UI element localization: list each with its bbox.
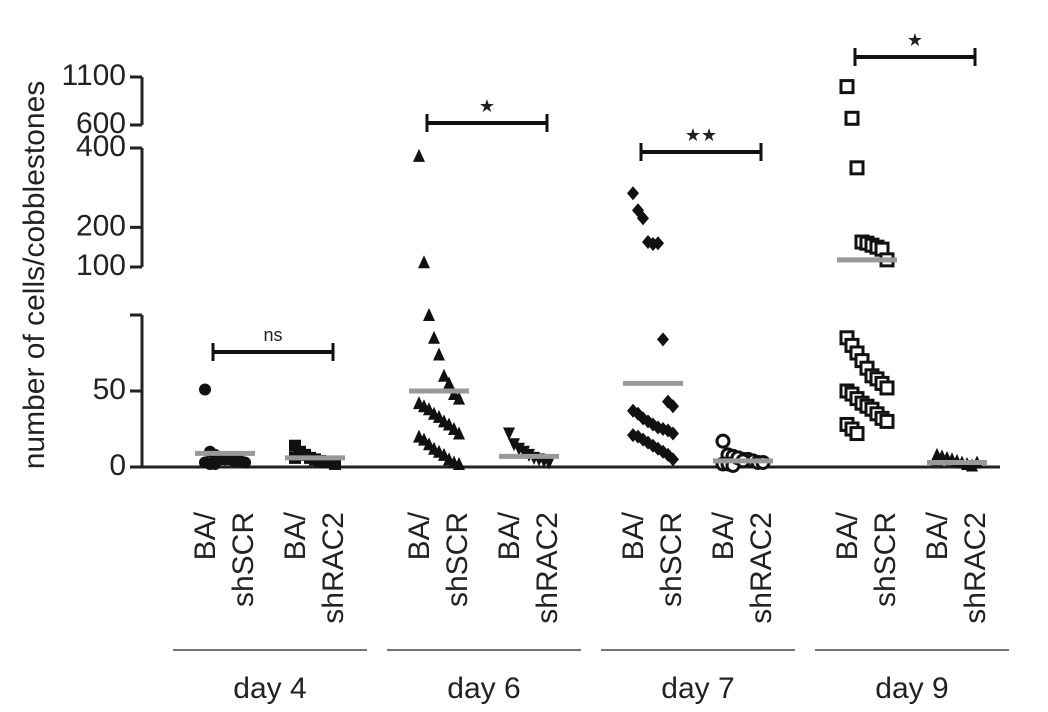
x-tick-label: shRAC2 <box>531 512 564 624</box>
dot <box>453 391 465 405</box>
dot <box>329 457 341 470</box>
dot <box>453 456 465 470</box>
x-tick-label: BA/ <box>493 511 526 560</box>
x-tick-label: BA/ <box>707 511 740 560</box>
x-tick-label: shSCR <box>227 512 260 607</box>
x-tick-label: BA/ <box>189 511 222 560</box>
dot <box>438 368 450 382</box>
significance-label: ★★ <box>685 125 717 145</box>
dot <box>667 426 679 441</box>
y-tick-label: 1100 <box>61 59 126 92</box>
group-label: day 6 <box>447 672 520 705</box>
y-tick-label: 600 <box>76 107 126 140</box>
significance-label: ★ <box>907 30 923 50</box>
dot <box>715 433 731 449</box>
group-label: day 9 <box>875 672 948 705</box>
dot <box>627 186 639 201</box>
dot <box>503 427 515 441</box>
x-tick-label: shSCR <box>655 512 688 607</box>
x-tick-label: BA/ <box>831 511 864 560</box>
dot <box>652 236 664 251</box>
dot <box>667 452 679 467</box>
group-label: day 4 <box>233 672 306 705</box>
y-tick-label: 400 <box>76 130 126 163</box>
y-tick-label: 50 <box>93 373 126 406</box>
dot <box>879 413 895 429</box>
significance-label: ★ <box>479 96 495 116</box>
dot <box>657 332 669 347</box>
dot <box>839 79 855 95</box>
x-tick-label: shRAC2 <box>959 512 992 624</box>
dot <box>849 426 865 442</box>
dot <box>433 347 445 361</box>
dot <box>879 380 895 396</box>
dot <box>637 211 649 226</box>
dot <box>413 148 425 162</box>
x-tick-label: shSCR <box>441 512 474 607</box>
y-tick-label: 0 <box>109 449 126 482</box>
x-tick-label: shSCR <box>869 512 902 607</box>
x-tick-label: shRAC2 <box>317 512 350 624</box>
dot <box>423 308 435 321</box>
dot <box>428 330 440 344</box>
dot <box>543 456 555 470</box>
y-tick-label: 200 <box>76 209 126 242</box>
y-axis-label: number of cells/cobblestones <box>18 81 51 470</box>
dot <box>667 399 679 414</box>
x-tick-label: shRAC2 <box>745 512 778 624</box>
significance-label: ns <box>263 325 282 345</box>
group-label: day 7 <box>661 672 734 705</box>
x-tick-label: BA/ <box>921 511 954 560</box>
x-tick-label: BA/ <box>617 511 650 560</box>
x-tick-label: BA/ <box>279 511 312 560</box>
dot <box>453 426 465 440</box>
dot <box>239 456 251 469</box>
dot <box>844 110 860 126</box>
dot <box>418 255 430 269</box>
y-tick-label: 100 <box>76 249 126 282</box>
dot <box>443 376 455 390</box>
x-tick-label: BA/ <box>403 511 436 560</box>
dot <box>199 383 211 396</box>
dot <box>849 160 865 176</box>
